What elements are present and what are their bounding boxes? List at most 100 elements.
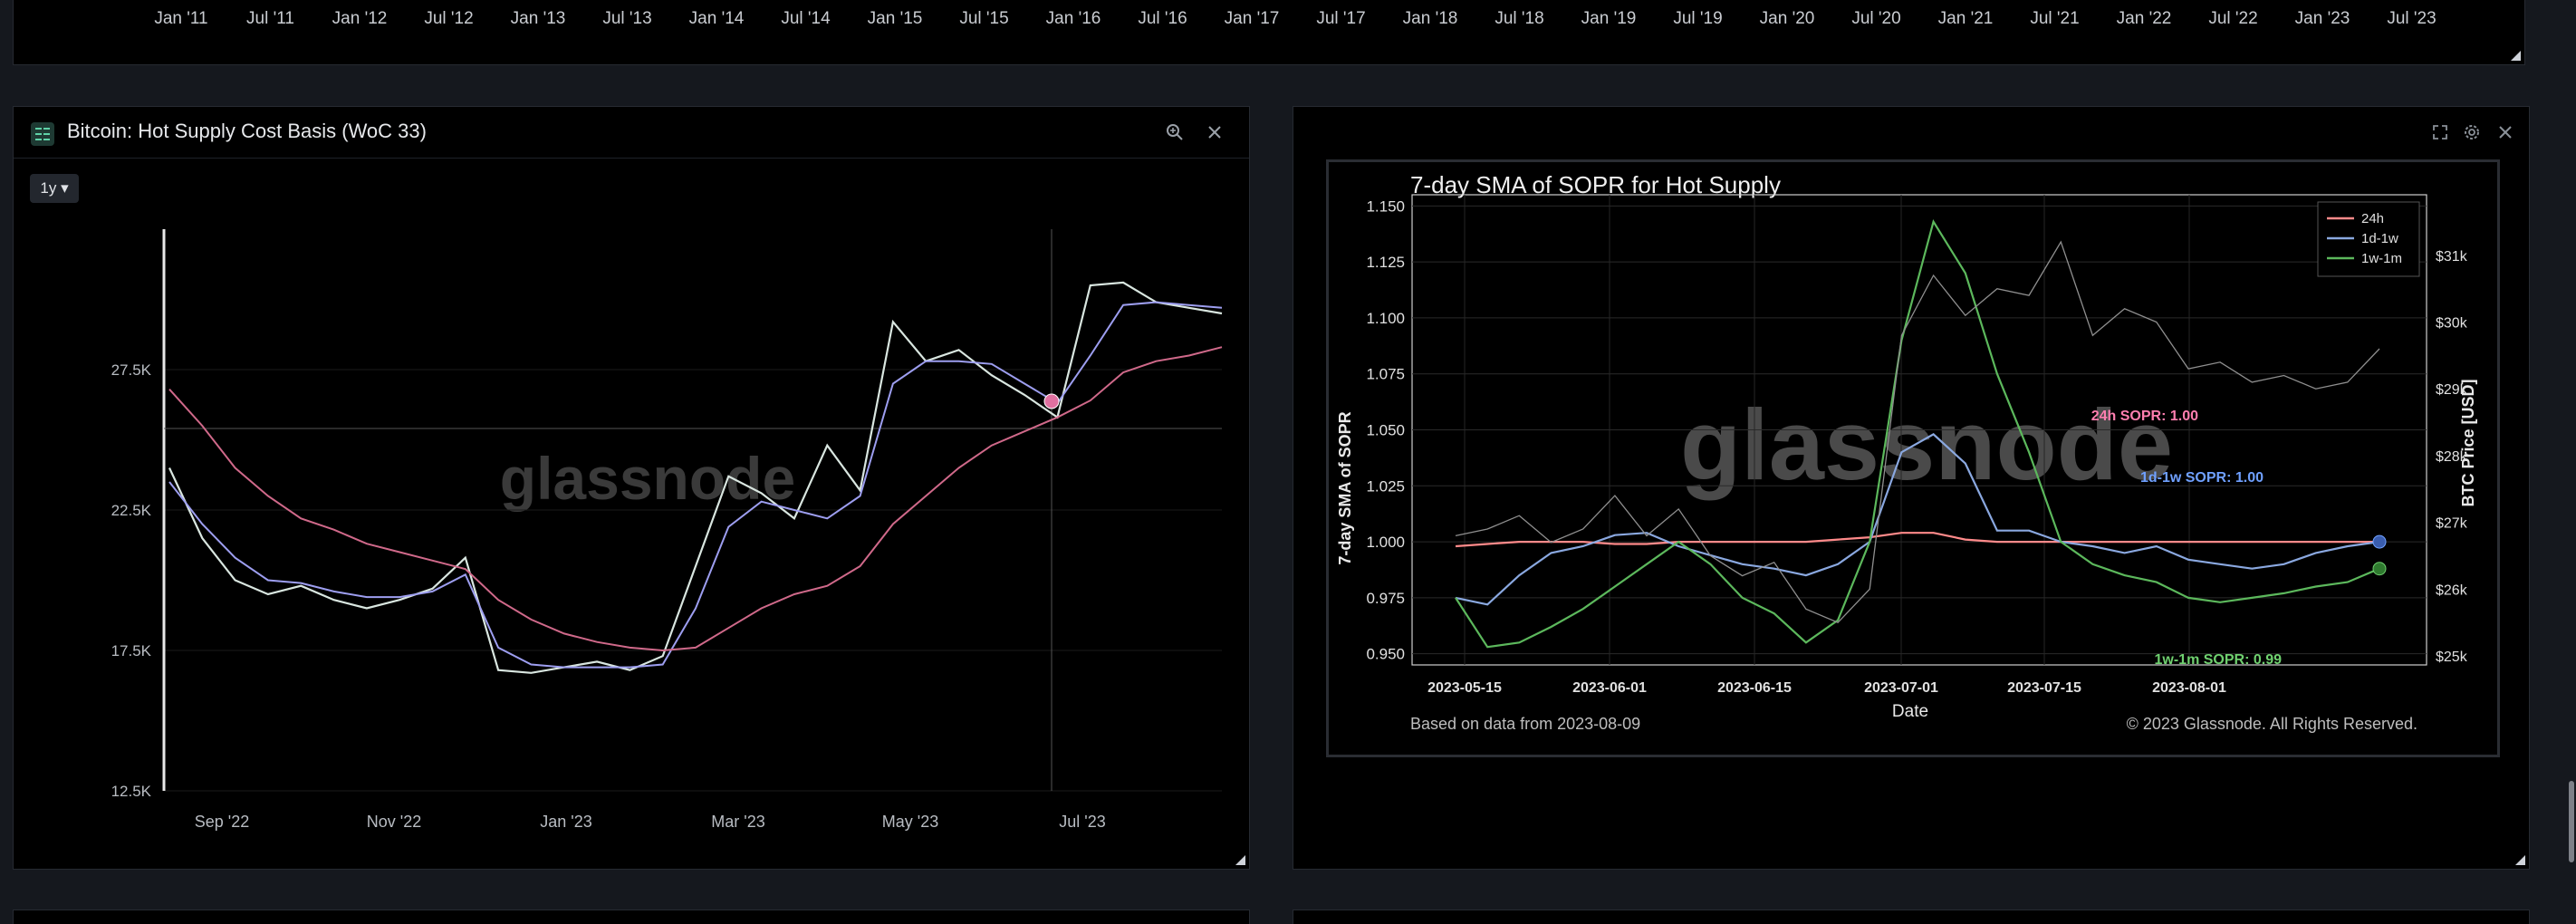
y-tick-label: 1.100: [1366, 310, 1405, 327]
y-tick-label: 1.050: [1366, 422, 1405, 439]
sopr-annotation: 1d-1w SOPR: 1.00: [2140, 470, 2264, 486]
y-tick-label: 0.950: [1366, 646, 1405, 663]
copyright-note: © 2023 Glassnode. All Rights Reserved.: [2127, 715, 2417, 733]
timeline-tick-label: Jan '13: [511, 9, 566, 28]
series-line-1: [1455, 433, 2380, 606]
series-line-0: [168, 281, 1223, 674]
x-tick-label: 2023-06-01: [1572, 680, 1647, 696]
timeline-tick-label: Jul '14: [781, 9, 831, 28]
close-icon[interactable]: [1200, 118, 1229, 147]
x-tick-label: Jan '23: [540, 813, 591, 831]
timeline-tick-label: Jan '16: [1046, 9, 1101, 28]
x-tick-label: Sep '22: [195, 813, 250, 831]
y2-axis-label: BTC Price [USD]: [2459, 379, 2477, 506]
y-tick-label: 0.975: [1366, 590, 1405, 607]
x-tick-label: 2023-06-15: [1717, 680, 1792, 696]
cost-basis-chart[interactable]: glassnode 27.5K 22.5K 17.5K 12.5K Sep '22 Nov…: [14, 107, 1251, 871]
y2-tick-label: $27k: [2436, 516, 2468, 532]
close-icon[interactable]: [2491, 118, 2520, 147]
y-tick-label: 27.5K: [111, 361, 152, 379]
legend-label: 1d-1w: [2361, 231, 2398, 246]
y2-tick-label: $28k: [2436, 449, 2468, 465]
next-panel-left: [13, 910, 1250, 924]
y-tick-label: 1.075: [1366, 366, 1405, 383]
x-tick-label: 2023-08-01: [2152, 680, 2226, 696]
series-line-0: [1455, 532, 2379, 548]
timeline-tick-label: Jul '17: [1316, 9, 1365, 28]
timeline-tick-label: Jul '19: [1673, 9, 1722, 28]
time-range-dropdown[interactable]: 1y ▾: [30, 174, 79, 203]
timeline-tick-label: Jul '11: [246, 9, 294, 28]
sopr-chart-image: 7-day SMA of SOPR for Hot Supply glassno…: [1326, 159, 2500, 757]
x-axis-label: Date: [1892, 702, 1928, 721]
timeline-tick-label: Jan '18: [1403, 9, 1458, 28]
y2-tick-label: $26k: [2436, 582, 2468, 598]
y2-tick-label: $30k: [2436, 316, 2468, 332]
resize-handle[interactable]: [2511, 51, 2521, 61]
timeline-tick-label: Jan '23: [2295, 9, 2350, 28]
timeline-tick-label: Jan '20: [1760, 9, 1815, 28]
timeline-panel: Jan '11 Jul '11 Jan '12 Jul '12 Jan '13 Jul '…: [13, 0, 2525, 65]
sopr-chart: 7-day SMA of SOPR for Hot Supply glassno…: [1336, 171, 2477, 733]
chart-icon: [31, 122, 54, 146]
resize-handle[interactable]: [2515, 855, 2525, 865]
timeline-tick-label: Jan '11: [154, 9, 207, 28]
panel-title: Bitcoin: Hot Supply Cost Basis (WoC 33): [67, 120, 427, 142]
series-line-3: [1455, 240, 2380, 623]
x-tick-label: Mar '23: [711, 813, 764, 831]
data-date-note: Based on data from 2023-08-09: [1410, 715, 1640, 733]
timeline-tick-label: Jan '17: [1225, 9, 1280, 28]
y2-tick-label: $31k: [2436, 249, 2468, 265]
timeline-tick-label: Jan '15: [868, 9, 923, 28]
y-tick-label: 1.125: [1366, 254, 1405, 271]
endpoint-marker: [2372, 534, 2387, 549]
crosshair-marker: [1043, 393, 1060, 409]
series-line-2: [1455, 218, 2380, 649]
y-tick-label: 1.150: [1366, 197, 1405, 215]
zoom-icon[interactable]: [1160, 118, 1189, 147]
hot-supply-cost-basis-panel: Bitcoin: Hot Supply Cost Basis (WoC 33) …: [13, 106, 1250, 870]
sopr-annotation: 24h SOPR: 1.00: [2091, 409, 2198, 424]
timeline-tick-label: Jul '12: [424, 9, 473, 28]
y-tick-label: 22.5K: [111, 502, 152, 519]
timeline-tick-label: Jul '23: [2387, 9, 2436, 28]
timeline-tick-label: Jul '16: [1138, 9, 1187, 28]
y-tick-label: 12.5K: [111, 783, 152, 800]
y2-tick-label: $25k: [2436, 650, 2468, 665]
timeline-tick-label: Jul '22: [2208, 9, 2257, 28]
y-tick-label: 1.000: [1366, 534, 1405, 551]
y2-tick-label: $29k: [2436, 382, 2468, 398]
legend-label: 24h: [2361, 211, 2384, 226]
timeline-axis: Jan '11 Jul '11 Jan '12 Jul '12 Jan '13 Jul '…: [154, 9, 2436, 28]
fullscreen-icon[interactable]: [2426, 118, 2455, 147]
sopr-annotation: 1w-1m SOPR: 0.99: [2155, 652, 2283, 668]
timeline-tick-label: Jan '19: [1581, 9, 1637, 28]
x-tick-label: 2023-07-15: [2007, 680, 2081, 696]
x-tick-label: Nov '22: [367, 813, 421, 831]
x-tick-label: Jul '23: [1059, 813, 1105, 831]
resize-handle[interactable]: [1235, 855, 1245, 865]
y-tick-label: 17.5K: [111, 642, 152, 659]
endpoint-marker: [2372, 562, 2387, 576]
timeline-tick-label: Jul '18: [1495, 9, 1543, 28]
y-axis-label: 7-day SMA of SOPR: [1336, 411, 1354, 564]
next-panel-right: [1293, 910, 2530, 924]
chart-title: 7-day SMA of SOPR for Hot Supply: [1410, 171, 1781, 198]
series-line-2: [168, 346, 1223, 652]
x-tick-label: 2023-07-01: [1864, 680, 1938, 696]
y-tick-label: 1.025: [1366, 477, 1405, 495]
panel-header: Bitcoin: Hot Supply Cost Basis (WoC 33): [14, 107, 1249, 159]
timeline-tick-label: Jan '12: [332, 9, 388, 28]
gear-icon[interactable]: [2457, 118, 2486, 147]
timeline-tick-label: Jul '13: [602, 9, 651, 28]
timeline-tick-label: Jul '15: [959, 9, 1008, 28]
timeline-tick-label: Jan '22: [2117, 9, 2172, 28]
timeline-tick-label: Jul '20: [1851, 9, 1900, 28]
watermark: glassnode: [1680, 390, 2173, 501]
sopr-hot-supply-panel: 7-day SMA of SOPR for Hot Supply glassno…: [1293, 106, 2530, 870]
timeline-tick-label: Jan '21: [1938, 9, 1994, 28]
page-scrollbar[interactable]: [2569, 781, 2574, 862]
x-tick-label: 2023-05-15: [1427, 680, 1502, 696]
x-tick-label: May '23: [882, 813, 938, 831]
